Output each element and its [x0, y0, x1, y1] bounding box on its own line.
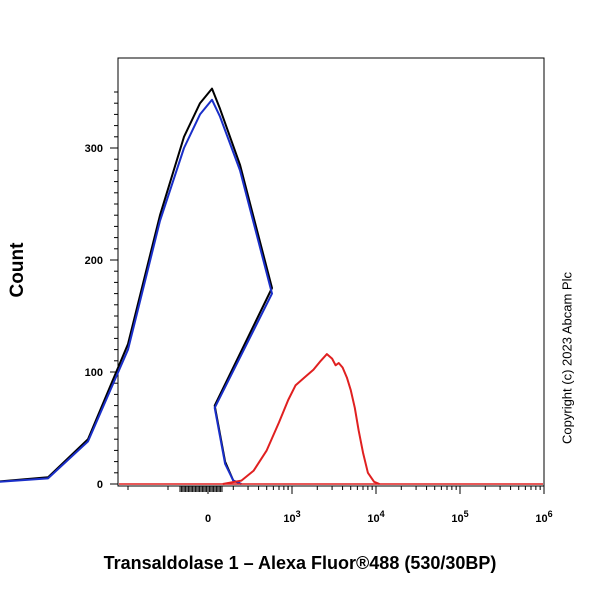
x-tick-label: 106 — [535, 509, 552, 525]
series-line-2 — [0, 98, 273, 485]
x-tick-label: 0 — [205, 513, 211, 525]
x-tick-label: 105 — [451, 509, 468, 525]
copyright-notice: Copyright (c) 2023 Abcam Plc — [559, 272, 575, 444]
y-tick-label: 0 — [97, 479, 103, 491]
x-tick-label: 104 — [367, 509, 384, 525]
x-axis: 0 103 104 105 106 — [127, 486, 553, 525]
series-line-3 — [222, 353, 380, 485]
plot-area-frame — [117, 57, 545, 487]
y-tick-label: 100 — [85, 367, 103, 379]
y-axis: 0 100 200 300 — [85, 91, 118, 491]
y-tick-label: 200 — [85, 255, 103, 267]
y-tick-label: 300 — [85, 143, 103, 155]
y-axis-title: Count — [7, 242, 28, 298]
x-axis-title: Transaldolase 1 – Alexa Fluor®488 (530/3… — [103, 553, 497, 573]
x-tick-label: 103 — [283, 509, 300, 525]
series-group — [0, 87, 543, 485]
